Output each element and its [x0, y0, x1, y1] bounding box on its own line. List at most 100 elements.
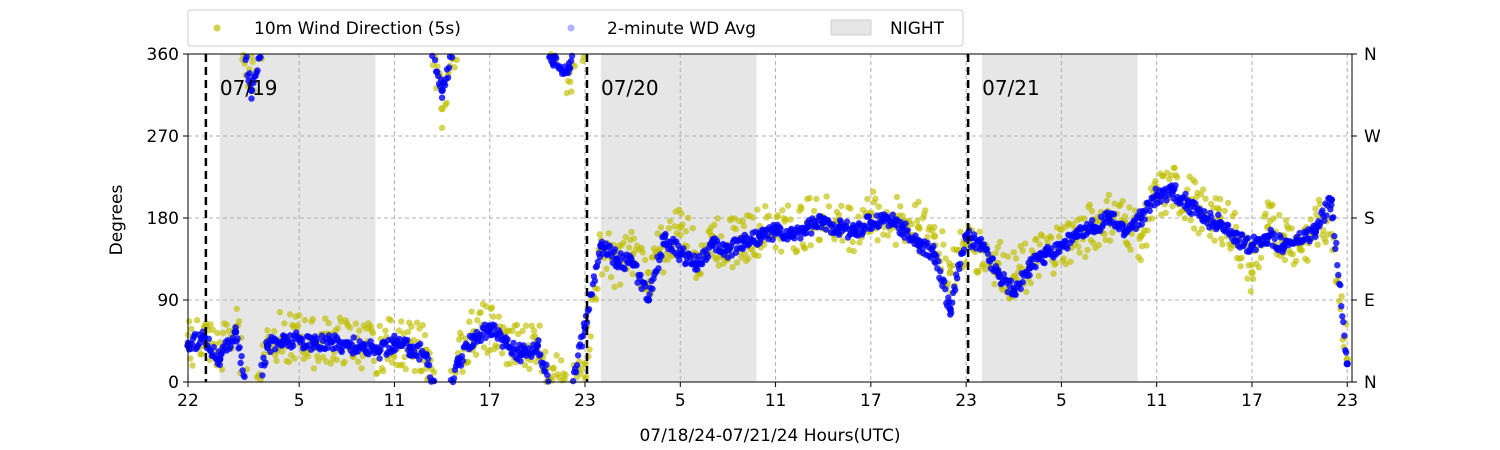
x-tick-label-6: 11 [765, 391, 787, 411]
wd-average-point [210, 343, 217, 351]
wind-direction-point [276, 309, 284, 316]
wd-average-point [714, 241, 722, 248]
wd-average-value-point [1311, 228, 1320, 236]
wind-direction-point [1238, 254, 1245, 262]
wd-average-point [1323, 212, 1330, 219]
wd-average-point [248, 95, 255, 102]
wind-direction-point [1169, 203, 1176, 210]
day-label-2: 07/20 [601, 76, 659, 100]
wind-direction-point [354, 358, 362, 365]
wd-average-point [1296, 229, 1303, 237]
wd-average-value-point [1264, 232, 1272, 240]
wd-average-value-point [359, 342, 367, 351]
wind-direction-point [1144, 227, 1151, 234]
wind-direction-point [875, 203, 882, 210]
x-tick-label-2: 11 [384, 391, 406, 411]
wd-average-point [260, 354, 267, 361]
wind-direction-point [711, 221, 718, 228]
wind-direction-point [1060, 255, 1067, 262]
wd-average-point [1032, 264, 1039, 271]
wind-direction-point [793, 247, 801, 254]
wd-average-value-point [1057, 241, 1065, 249]
wind-direction-point [678, 210, 685, 217]
legend-label-night: NIGHT [890, 19, 945, 39]
wind-direction-point [931, 223, 938, 231]
wind-direction-point [611, 283, 618, 291]
wind-direction-value-point [930, 232, 939, 240]
wind-direction-point [801, 245, 809, 252]
wind-direction-point [521, 361, 529, 369]
wd-average-point [236, 344, 243, 351]
wind-direction-point [1219, 241, 1226, 248]
wd-average-value-point [914, 241, 923, 249]
wind-direction-point [798, 205, 805, 212]
wind-direction-point [1173, 174, 1181, 181]
wd-average-point [426, 362, 433, 369]
x-tick-label-3: 17 [479, 391, 501, 411]
wind-direction-point [1012, 255, 1020, 262]
wind-direction-point [665, 225, 673, 232]
wind-direction-point [189, 362, 196, 369]
wind-direction-point [1137, 256, 1145, 264]
wind-direction-point [1221, 207, 1228, 215]
wind-direction-point [488, 304, 496, 311]
wind-direction-point [784, 202, 792, 209]
wind-direction-point [733, 259, 741, 266]
wd-average-point [658, 252, 665, 260]
wind-direction-point [1232, 223, 1240, 231]
wind-direction-point [514, 330, 522, 338]
wd-average-point [491, 322, 498, 329]
wind-direction-point [1076, 249, 1083, 256]
wd-average-point [1017, 285, 1024, 293]
wind-direction-point [1320, 227, 1327, 234]
wd-average-point [537, 351, 544, 358]
wind-direction-point [1215, 206, 1223, 213]
wind-direction-value-point [644, 269, 653, 277]
wind-direction-point [1270, 215, 1277, 222]
wd-average-value-point [930, 250, 939, 258]
x-tick-label-1: 5 [294, 391, 305, 411]
wind-direction-point [1048, 234, 1055, 242]
wind-direction-point [740, 222, 747, 230]
wd-average-point [829, 221, 837, 228]
wind-direction-point [1312, 205, 1319, 212]
wind-direction-point [1105, 191, 1113, 199]
y-tick-label-1: 90 [157, 291, 179, 311]
wd-average-point [1252, 246, 1260, 254]
y-tick-label-4: 360 [147, 45, 179, 65]
wind-direction-point [1152, 177, 1159, 185]
wind-direction-point [1035, 272, 1042, 280]
wind-direction-point [856, 239, 863, 246]
wind-direction-point [305, 353, 312, 360]
wind-direction-point [1107, 237, 1114, 244]
wd-average-point [1182, 190, 1189, 198]
wd-average-value-point [676, 250, 684, 258]
wd-average-point [1172, 182, 1179, 189]
day-marker-layer: 07/19 07/20 07/21 [204, 54, 1040, 382]
wd-average-point [646, 291, 653, 298]
wind-direction-point [587, 333, 594, 340]
wd-average-point [545, 378, 552, 385]
wd-average-point [324, 344, 332, 351]
wd-average-point [254, 67, 261, 74]
wind-direction-point [1148, 215, 1156, 222]
wind-direction-point [657, 224, 665, 231]
wind-direction-point [1224, 199, 1232, 207]
wind-direction-point [940, 241, 947, 248]
wind-direction-point [233, 305, 240, 313]
wind-direction-point [1121, 213, 1129, 220]
wd-average-point [606, 242, 613, 249]
wind-direction-point [1080, 215, 1088, 222]
wind-direction-point [314, 352, 321, 360]
wind-direction-point [810, 207, 818, 215]
wind-direction-point [593, 296, 600, 303]
wind-direction-point [1257, 254, 1265, 262]
wd-average-value-point [756, 232, 764, 240]
wind-direction-point [714, 215, 721, 222]
wind-direction-point [413, 319, 421, 326]
wind-direction-point [1282, 217, 1290, 224]
wind-direction-point [697, 270, 704, 278]
wd-average-point [290, 342, 297, 349]
wd-average-point [1000, 271, 1007, 278]
wd-average-value-point [295, 335, 303, 343]
